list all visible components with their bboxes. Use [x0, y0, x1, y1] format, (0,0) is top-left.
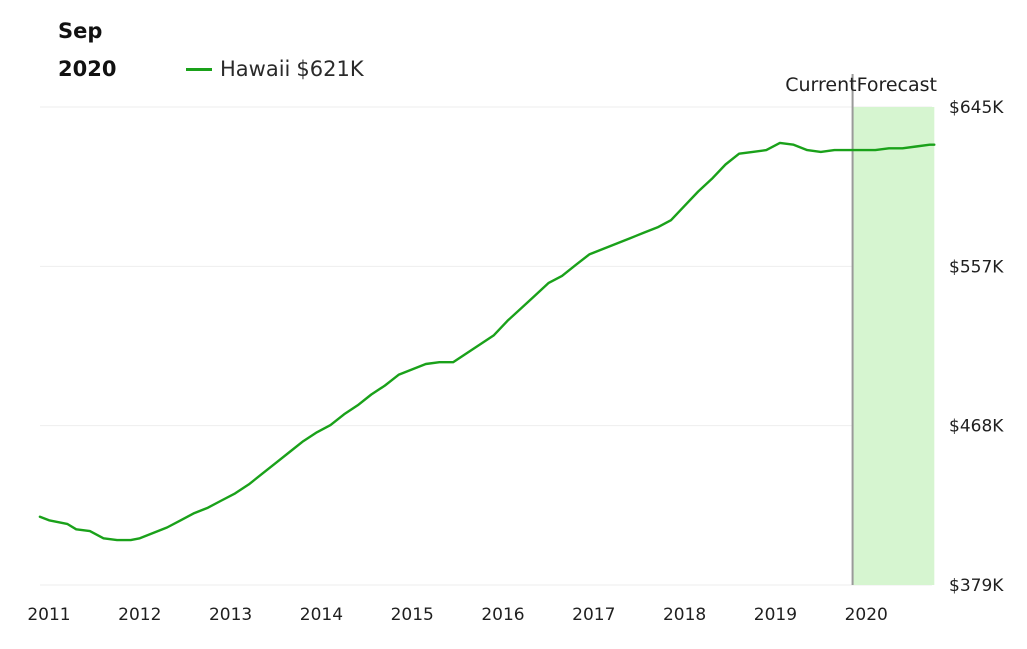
grid-lines: [40, 106, 932, 586]
legend: Hawaii $621K: [186, 57, 364, 81]
x-tick-label: 2013: [209, 605, 252, 625]
legend-current-value: $621K: [296, 57, 364, 81]
x-tick-label: 2018: [663, 605, 706, 625]
x-tick-label: 2014: [300, 605, 343, 625]
y-tick-label: $468K: [949, 417, 1004, 437]
series-line-hawaii: [38, 141, 936, 542]
x-tick-label: 2011: [27, 605, 70, 625]
legend-label: Hawaii $621K: [220, 57, 364, 81]
legend-series-name: Hawaii: [220, 57, 291, 81]
current-region-label: Current: [785, 74, 856, 96]
forecast-band: [852, 107, 935, 585]
date-month: Sep: [58, 19, 103, 43]
y-tick-label: $557K: [949, 257, 1004, 277]
x-axis-ticks: 2011 2012 2013 2014 2015 2016 2017 2018 2019 2020: [27, 605, 887, 625]
x-tick-label: 2015: [391, 605, 434, 625]
date-year: 2020: [58, 57, 117, 81]
x-tick-label: 2016: [481, 605, 524, 625]
y-axis-ticks: $379K $468K $557K $645K: [949, 98, 1004, 596]
x-tick-label: 2012: [118, 605, 161, 625]
x-tick-label: 2019: [754, 605, 797, 625]
x-tick-label: 2017: [572, 605, 615, 625]
forecast-region-label: Forecast: [857, 74, 937, 96]
y-tick-label: $645K: [949, 98, 1004, 118]
x-tick-label: 2020: [845, 605, 888, 625]
legend-line-icon: [186, 67, 212, 71]
y-tick-label: $379K: [949, 576, 1004, 596]
